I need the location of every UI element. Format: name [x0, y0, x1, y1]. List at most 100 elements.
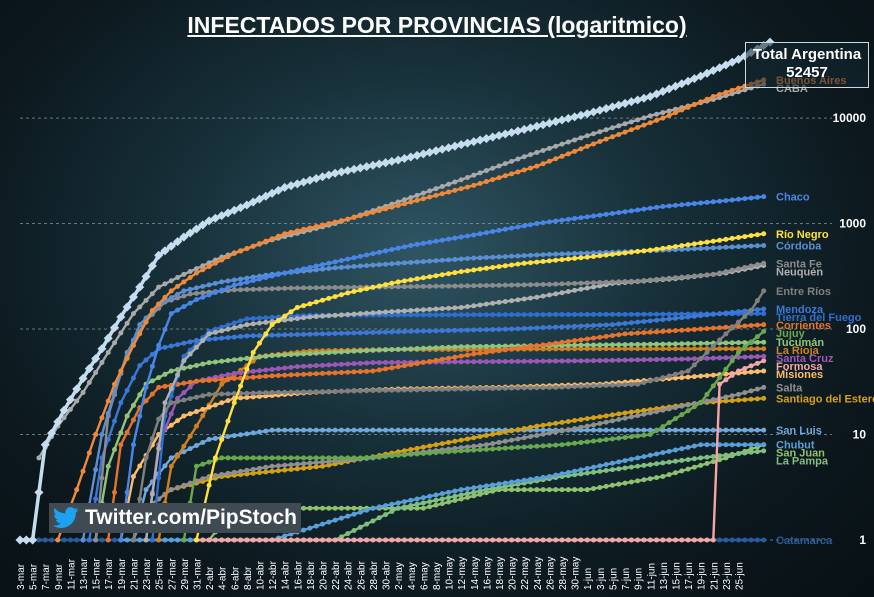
data-point — [187, 480, 193, 486]
data-point — [540, 385, 546, 391]
data-point — [672, 315, 678, 321]
data-point — [141, 271, 151, 282]
data-point — [156, 537, 162, 543]
data-point — [672, 202, 678, 208]
data-point — [408, 242, 414, 248]
data-point — [622, 357, 628, 363]
data-point — [609, 467, 615, 473]
data-point — [496, 484, 502, 490]
data-point — [301, 389, 307, 395]
data-point — [36, 455, 42, 461]
data-point — [168, 278, 174, 284]
data-point — [452, 448, 458, 454]
data-point — [446, 427, 452, 433]
data-point — [446, 449, 452, 455]
data-point — [370, 537, 376, 543]
data-point — [509, 253, 515, 259]
data-point — [742, 427, 748, 433]
data-point — [477, 427, 483, 433]
data-point — [691, 456, 697, 462]
chart-title: INFECTADOS POR PROVINCIAS (logaritmico) — [187, 12, 687, 38]
series-10 — [149, 311, 767, 543]
data-point — [238, 287, 244, 293]
data-point — [446, 328, 452, 334]
data-point — [635, 278, 641, 284]
data-point — [452, 386, 458, 392]
data-point — [635, 346, 641, 352]
data-point — [754, 427, 760, 433]
data-point — [490, 427, 496, 433]
data-point — [534, 294, 540, 300]
data-point — [578, 286, 584, 292]
data-point — [660, 424, 666, 430]
data-point — [450, 141, 460, 151]
data-point — [578, 311, 584, 317]
data-point — [80, 390, 86, 396]
data-point — [301, 303, 307, 309]
data-point — [345, 531, 351, 537]
data-point — [414, 445, 420, 451]
data-point — [647, 205, 653, 211]
data-point — [389, 453, 395, 459]
data-point — [193, 537, 199, 543]
data-point — [332, 517, 338, 523]
data-point — [540, 474, 546, 480]
data-point — [225, 455, 231, 461]
data-point — [635, 207, 641, 213]
data-point — [616, 123, 622, 129]
data-point — [565, 487, 571, 493]
data-point — [433, 328, 439, 334]
data-point — [622, 279, 628, 285]
data-point — [679, 107, 685, 113]
data-point — [431, 146, 441, 156]
data-point — [729, 340, 735, 346]
data-point — [200, 413, 206, 419]
data-point — [307, 351, 313, 357]
data-point — [256, 390, 262, 396]
data-point — [584, 416, 590, 422]
data-point — [263, 275, 269, 281]
data-point — [528, 344, 534, 350]
data-point — [471, 351, 477, 357]
data-point — [666, 203, 672, 209]
data-point — [477, 434, 483, 440]
data-point — [502, 254, 508, 260]
data-point — [244, 355, 250, 361]
data-point — [534, 163, 540, 169]
data-point — [500, 129, 510, 139]
data-point — [553, 537, 559, 543]
data-point — [46, 428, 57, 438]
data-point — [704, 239, 710, 245]
data-point — [603, 279, 609, 285]
data-point — [433, 502, 439, 508]
data-point — [534, 312, 540, 318]
data-point — [433, 306, 439, 312]
x-tick-label: 24-may — [533, 557, 544, 590]
data-point — [515, 436, 521, 442]
data-point — [231, 334, 237, 340]
data-point — [616, 346, 622, 352]
x-tick-label: 4-may — [407, 562, 418, 590]
data-point — [269, 455, 275, 461]
data-point — [200, 338, 206, 344]
data-point — [717, 311, 723, 317]
data-point — [464, 386, 470, 392]
data-point — [198, 220, 208, 230]
data-point — [112, 340, 118, 346]
data-point — [301, 315, 307, 321]
data-point — [691, 374, 697, 380]
data-point — [313, 263, 319, 269]
data-point — [578, 346, 584, 352]
data-point — [326, 459, 332, 465]
data-point — [691, 241, 697, 247]
data-point — [414, 192, 420, 198]
data-point — [408, 451, 414, 457]
data-point — [313, 285, 319, 291]
data-point — [607, 102, 617, 112]
data-point — [735, 340, 741, 346]
data-point — [112, 446, 118, 452]
data-point — [742, 87, 748, 93]
data-point — [269, 273, 275, 279]
data-point — [502, 312, 508, 318]
data-point — [565, 346, 571, 352]
